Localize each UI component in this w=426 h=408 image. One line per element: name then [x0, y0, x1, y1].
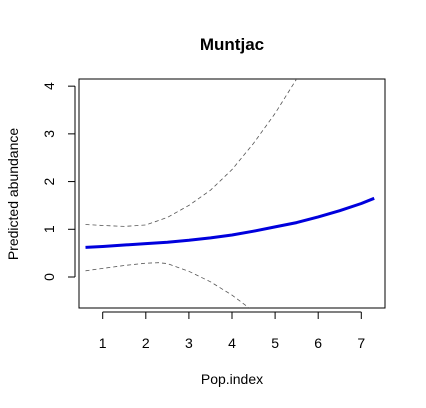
series-layer: [85, 79, 375, 308]
x-axis: 1 2 3 4 5 6 7: [99, 311, 365, 351]
x-tick-label: 5: [271, 335, 279, 351]
x-tick-label: 1: [99, 335, 107, 351]
y-tick-label: 0: [41, 273, 57, 281]
y-axis: 0 1 2 3 4: [41, 82, 76, 281]
y-tick-label: 1: [41, 225, 57, 233]
x-tick-label: 3: [185, 335, 193, 351]
x-tick-label: 4: [228, 335, 236, 351]
y-tick-label: 3: [41, 130, 57, 138]
x-tick-label: 7: [357, 335, 365, 351]
y-tick-label: 2: [41, 177, 57, 185]
upper-line: [85, 79, 297, 227]
y-tick-label: 4: [41, 82, 57, 90]
chart-title: Muntjac: [200, 35, 264, 54]
y-axis-label: Predicted abundance: [5, 128, 21, 261]
x-tick-label: 2: [142, 335, 150, 351]
plot-frame: [78, 78, 386, 309]
x-axis-label: Pop.index: [201, 371, 263, 387]
lower-line: [85, 262, 250, 308]
x-tick-label: 6: [314, 335, 322, 351]
fit-line: [85, 196, 375, 249]
